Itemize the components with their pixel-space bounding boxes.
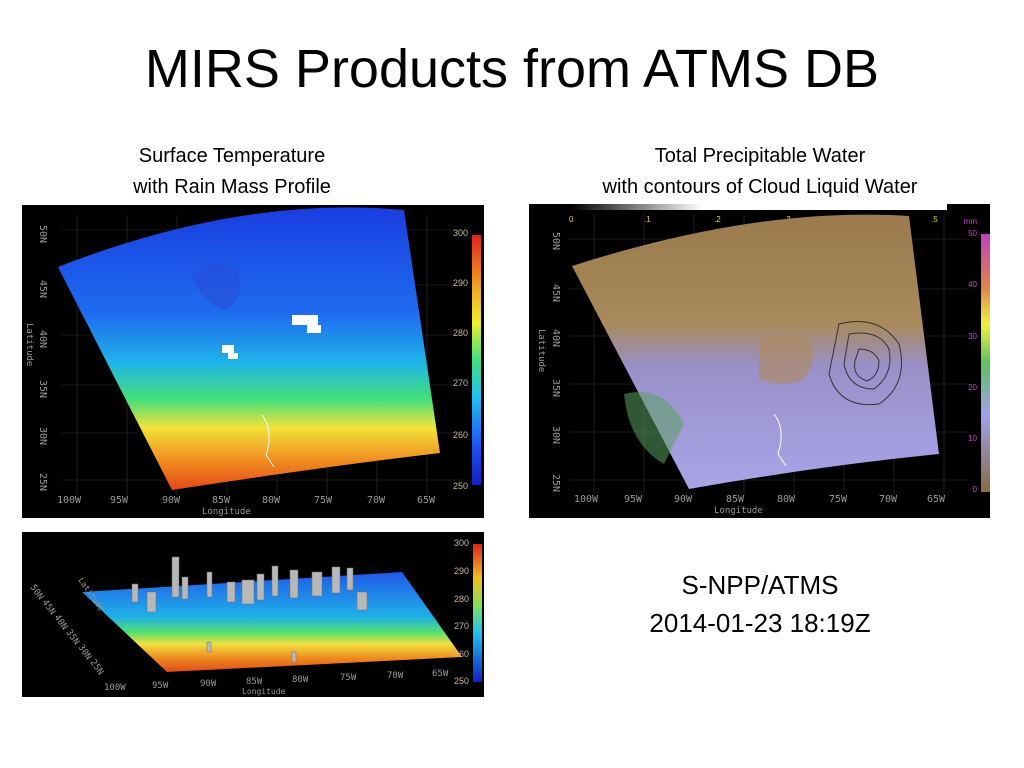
rain-mass-patches <box>222 315 321 359</box>
lat-label: 40N <box>550 329 561 347</box>
cloud-liquid-scale-bar <box>571 204 947 210</box>
lat-label: 25N <box>550 474 561 492</box>
temperature-swath <box>58 207 440 490</box>
lon-axis-title: Longitude <box>242 687 286 696</box>
right-caption: Total Precipitable Water with contours o… <box>560 141 960 203</box>
lon-label: 65W <box>927 494 946 505</box>
lon-label: 90W <box>674 494 693 505</box>
colorbar-tick: 0 <box>973 485 978 494</box>
colorbar-tick: 280 <box>453 328 468 338</box>
lon-label: 80W <box>292 675 309 685</box>
lon-label: 95W <box>624 494 643 505</box>
lat-label: 25N <box>88 658 106 677</box>
colorbar-tick: 260 <box>453 430 468 440</box>
colorbar-tick: 280 <box>454 594 469 604</box>
cloud-scale-tick: 0 <box>569 215 574 224</box>
lon-axis-title: Longitude <box>714 506 763 516</box>
lon-label: 100W <box>104 683 126 693</box>
lon-label: 70W <box>387 671 404 681</box>
lon-label: 100W <box>574 494 599 505</box>
lon-label: 80W <box>262 495 281 506</box>
lon-label: 80W <box>777 494 796 505</box>
surface-temperature-map: 300 290 280 270 260 250 50N 45N 40N 35N … <box>22 205 484 518</box>
lon-label: 65W <box>432 669 449 679</box>
lon-label: 90W <box>200 679 217 689</box>
colorbar-tick: 270 <box>453 378 468 388</box>
lon-label: 75W <box>340 673 357 683</box>
lat-label: 35N <box>550 379 561 397</box>
lat-label: 30N <box>37 427 48 445</box>
colorbar-tick: 40 <box>968 280 977 289</box>
colorbar-tick: 300 <box>453 228 468 238</box>
lat-label: 40N <box>52 613 70 632</box>
lat-label: 50N <box>28 583 46 602</box>
colorbar-tick: 30 <box>968 332 977 341</box>
right-caption-line-2: with contours of Cloud Liquid Water <box>602 176 918 198</box>
lat-label: 45N <box>40 598 58 617</box>
tpw-swath <box>572 214 939 490</box>
cloud-scale-tick: .5 <box>931 215 938 224</box>
left-caption-line-2: with Rain Mass Profile <box>133 176 331 198</box>
right-caption-line-1: Total Precipitable Water <box>654 145 866 167</box>
lat-label: 45N <box>37 280 48 298</box>
lon-label: 75W <box>314 495 333 506</box>
instrument-info: S-NPP/ATMS 2014-01-23 18:19Z <box>560 566 960 642</box>
colorbar-tick: 10 <box>968 434 977 443</box>
colorbar-tick: 270 <box>454 621 469 631</box>
lat-label: 50N <box>37 225 48 243</box>
cloud-scale-tick: .1 <box>644 215 651 224</box>
lat-axis-title: Latitude <box>24 323 34 366</box>
instrument-name: S-NPP/ATMS <box>681 570 839 600</box>
lon-label: 70W <box>879 494 898 505</box>
left-caption-line-1: Surface Temperature <box>138 145 326 167</box>
colorbar-tick: 290 <box>453 278 468 288</box>
lat-label: 35N <box>64 628 82 647</box>
lon-label: 65W <box>417 495 436 506</box>
lat-label: 45N <box>550 284 561 302</box>
lon-label: 85W <box>726 494 745 505</box>
lat-label: 25N <box>37 473 48 491</box>
lon-label: 100W <box>57 495 82 506</box>
lon-label: 95W <box>110 495 129 506</box>
lon-label: 95W <box>152 681 169 691</box>
lat-axis-title: Latitude <box>536 329 546 372</box>
colorbar-tick: 250 <box>453 481 468 491</box>
lat-label: 35N <box>37 380 48 398</box>
tpw-colorbar <box>981 234 990 492</box>
lon-label: 85W <box>246 677 263 687</box>
colorbar-unit: mm <box>964 217 978 226</box>
cloud-liquid-contours <box>828 321 902 406</box>
colorbar-tick: 300 <box>454 538 469 548</box>
lon-label: 70W <box>367 495 386 506</box>
observation-time: 2014-01-23 18:19Z <box>649 608 871 638</box>
cloud-scale-tick: .2 <box>714 215 721 224</box>
colorbar-tick: 20 <box>968 383 977 392</box>
lon-label: 90W <box>162 495 181 506</box>
lat-label: 30N <box>550 426 561 444</box>
left-caption: Surface Temperature with Rain Mass Profi… <box>82 141 382 203</box>
colorbar-tick: 50 <box>968 229 977 238</box>
temperature-colorbar <box>473 544 482 682</box>
slide-title: MIRS Products from ATMS DB <box>144 39 880 99</box>
lon-axis-title: Longitude <box>202 507 251 517</box>
lat-label: 30N <box>76 643 94 662</box>
lon-label: 85W <box>212 495 231 506</box>
lat-label: 40N <box>37 330 48 348</box>
temperature-colorbar <box>472 235 481 485</box>
lon-label: 75W <box>829 494 848 505</box>
lat-label: 50N <box>550 232 561 250</box>
precipitable-water-map: 0 .1 .2 .3 .4 .5 mm 50 40 <box>529 204 990 518</box>
colorbar-tick: 250 <box>454 676 469 686</box>
rain-mass-columns <box>131 556 368 663</box>
rain-mass-3d-view: 300 290 280 270 260 250 50N 45N 40N 35N … <box>22 532 484 697</box>
colorbar-tick: 260 <box>454 649 469 659</box>
colorbar-tick: 290 <box>454 566 469 576</box>
